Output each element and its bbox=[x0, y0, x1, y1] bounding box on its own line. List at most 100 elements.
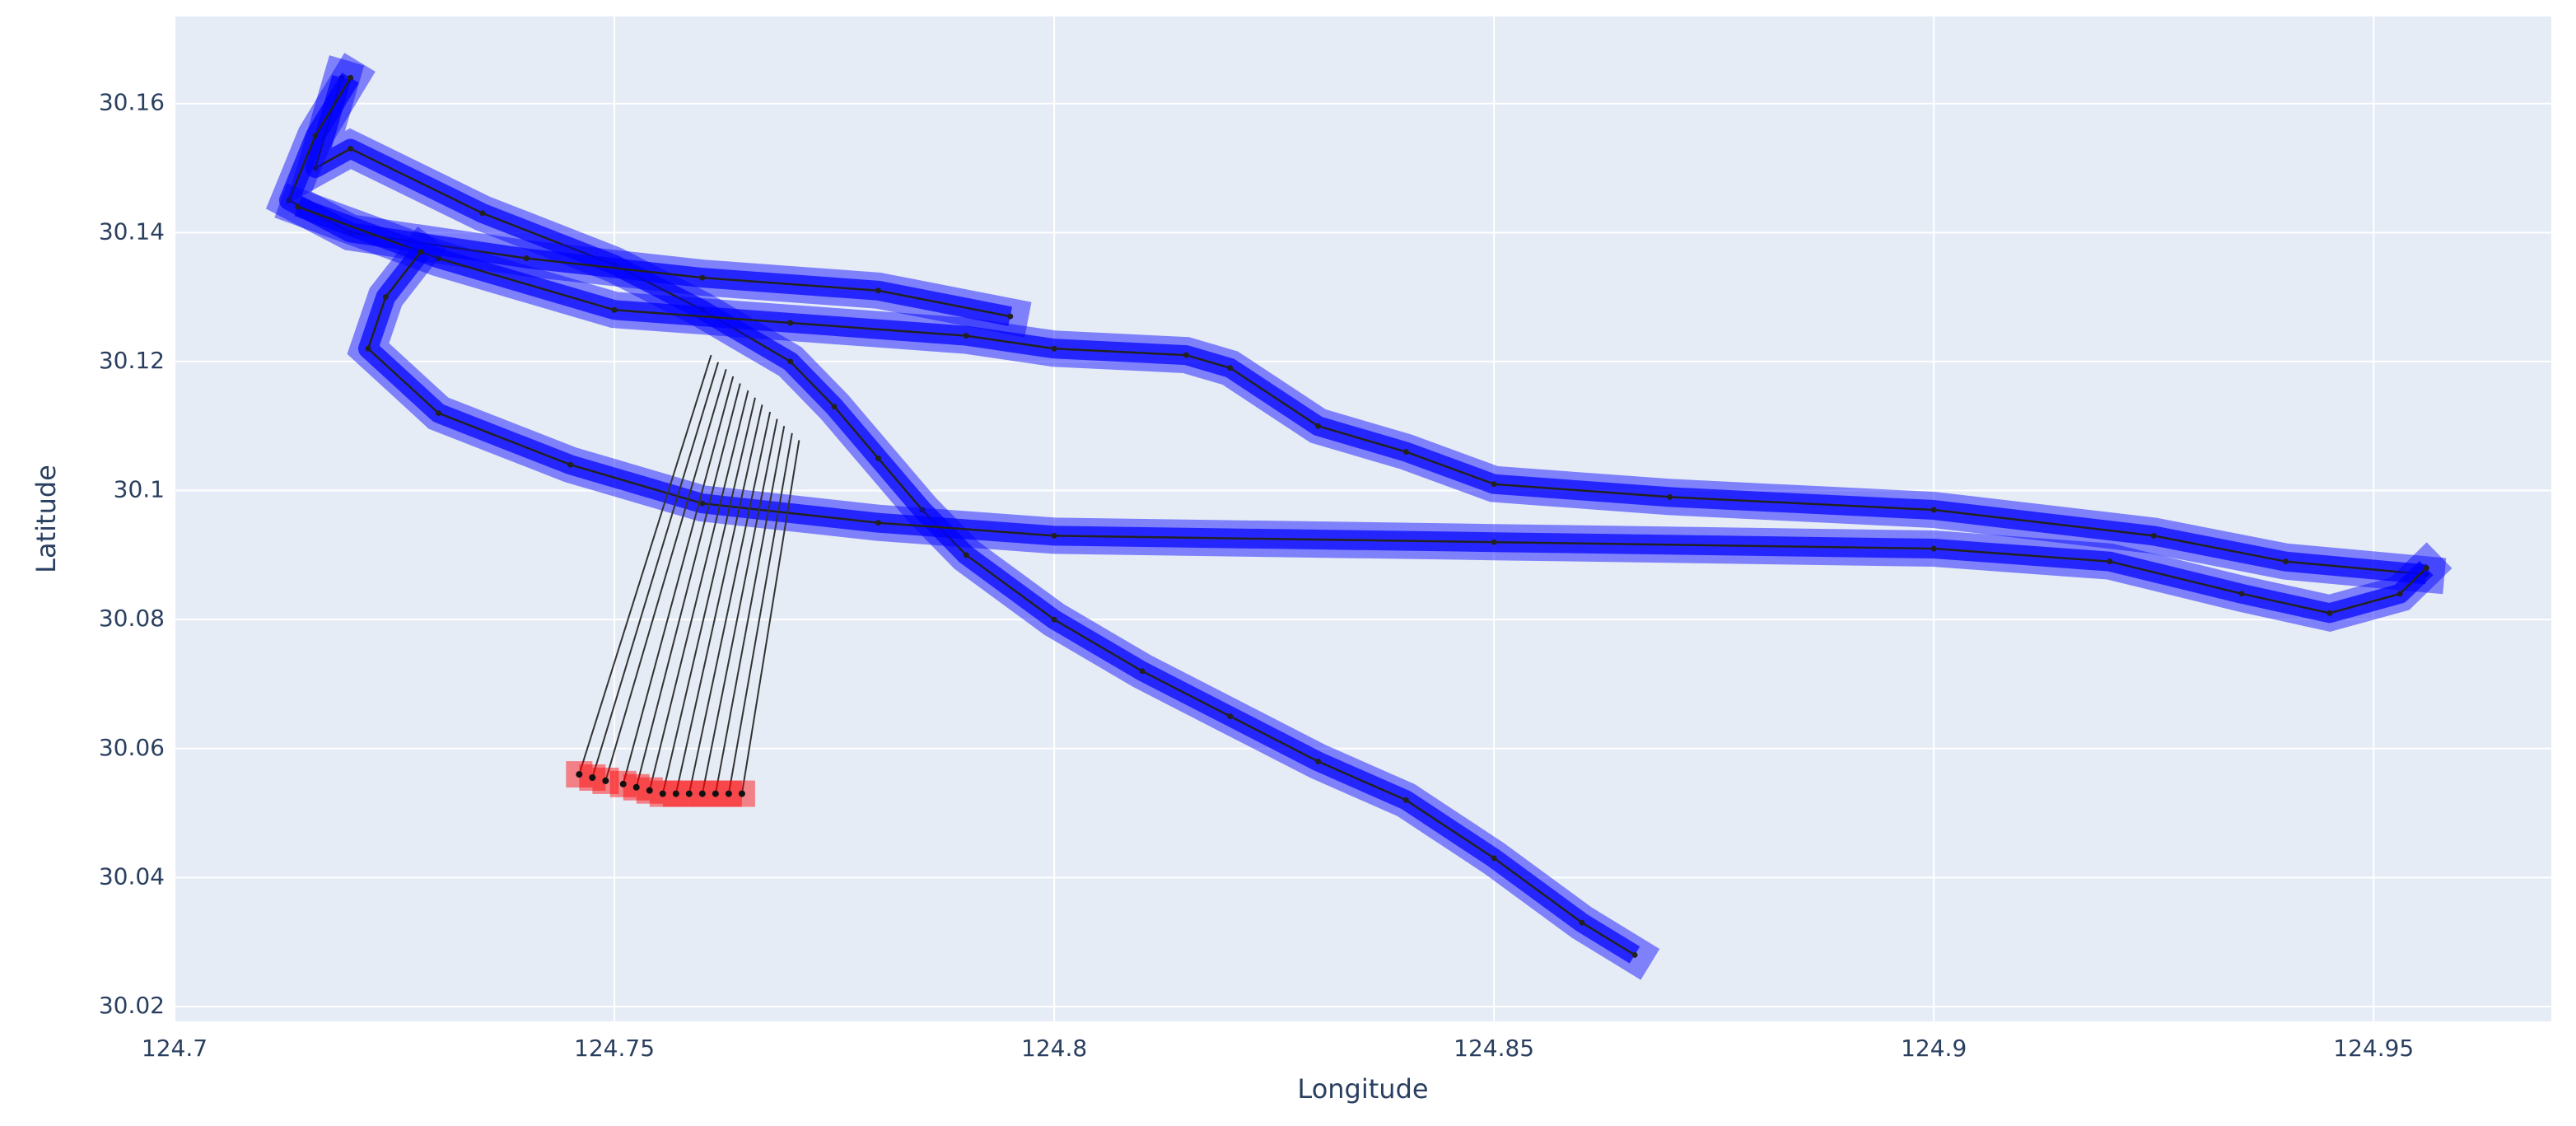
cell-point bbox=[619, 780, 627, 787]
track-point bbox=[2423, 565, 2429, 572]
track-point bbox=[2396, 591, 2403, 597]
x-axis-title: Longitude bbox=[1297, 1073, 1428, 1105]
link-line bbox=[674, 404, 763, 794]
link-line bbox=[648, 390, 749, 791]
track-point bbox=[365, 345, 371, 352]
cell-point bbox=[672, 790, 679, 797]
track-point bbox=[286, 197, 292, 203]
marks bbox=[265, 53, 2452, 980]
track-point bbox=[312, 133, 319, 139]
track-point bbox=[295, 203, 301, 210]
track-point bbox=[831, 404, 838, 410]
track-point bbox=[567, 461, 574, 468]
track-point bbox=[963, 552, 969, 558]
grid bbox=[174, 16, 2551, 1021]
y-tick-label: 30.16 bbox=[99, 89, 165, 116]
cell-point bbox=[685, 790, 693, 797]
track-point bbox=[875, 287, 881, 294]
track-point bbox=[1051, 532, 1057, 539]
track-point bbox=[1315, 758, 1322, 764]
track-point bbox=[875, 455, 881, 461]
x-tick-label: 124.8 bbox=[1021, 1035, 1087, 1062]
y-tick-label: 30.04 bbox=[99, 862, 165, 890]
track-point bbox=[1227, 365, 1234, 371]
labels: 124.7 124.75 124.8 124.85 124.9 124.95 30.02 30… bbox=[99, 89, 2414, 1062]
track-point bbox=[787, 358, 794, 365]
link-line bbox=[688, 411, 772, 794]
link-line bbox=[701, 418, 778, 794]
cell-point bbox=[576, 771, 583, 778]
link-line bbox=[591, 362, 720, 778]
y-axis-title: Latitude bbox=[30, 465, 62, 573]
track-point bbox=[1579, 919, 1585, 926]
track-point bbox=[699, 274, 706, 281]
link-line bbox=[727, 432, 793, 794]
y-tick-label: 30.08 bbox=[99, 605, 165, 632]
y-tick-label: 30.02 bbox=[99, 992, 165, 1019]
track-point bbox=[787, 320, 794, 326]
track-point bbox=[348, 146, 354, 152]
link-line bbox=[578, 354, 712, 775]
y-tick-label: 30.1 bbox=[114, 476, 165, 503]
link-line bbox=[661, 397, 756, 794]
x-tick-label: 124.75 bbox=[574, 1035, 655, 1062]
link-line bbox=[740, 440, 800, 794]
track-point bbox=[312, 165, 319, 171]
link-line bbox=[604, 369, 727, 782]
track-point bbox=[1930, 507, 1937, 513]
track-point bbox=[2282, 558, 2289, 565]
x-tick-label: 124.7 bbox=[142, 1035, 208, 1062]
track-point bbox=[1007, 313, 1014, 320]
track-point bbox=[1051, 345, 1057, 352]
cell-point bbox=[602, 777, 609, 784]
y-tick-label: 30.06 bbox=[99, 734, 165, 761]
track-point bbox=[1315, 423, 1322, 429]
track-point bbox=[1402, 449, 1409, 456]
track-point bbox=[1667, 493, 1673, 500]
track-point bbox=[1183, 352, 1189, 358]
cell-point bbox=[712, 790, 719, 797]
cell-point bbox=[632, 783, 640, 791]
cell-point bbox=[589, 774, 596, 782]
plot-area bbox=[175, 16, 2551, 1021]
track-point bbox=[1491, 539, 1497, 545]
track-point bbox=[382, 294, 389, 301]
track-point bbox=[875, 520, 881, 526]
cell-point bbox=[646, 787, 653, 794]
track-point bbox=[523, 255, 530, 262]
track-point bbox=[2150, 532, 2157, 539]
track-point bbox=[348, 74, 354, 81]
track-point bbox=[435, 410, 441, 417]
y-tick-label: 30.14 bbox=[99, 217, 165, 245]
track-point bbox=[435, 255, 441, 262]
track-point bbox=[1402, 797, 1409, 803]
link-line bbox=[635, 383, 741, 787]
track-point bbox=[1051, 616, 1057, 623]
track-point bbox=[2238, 591, 2245, 597]
track-point bbox=[919, 507, 926, 513]
y-tick-label: 30.12 bbox=[99, 347, 165, 374]
track-line bbox=[297, 205, 2427, 576]
track-point bbox=[699, 500, 706, 507]
track-point bbox=[611, 306, 618, 313]
link-line bbox=[622, 376, 735, 785]
cell-point bbox=[738, 790, 745, 797]
link-line bbox=[714, 426, 786, 794]
x-tick-label: 124.9 bbox=[1901, 1035, 1967, 1062]
track-point bbox=[1491, 855, 1497, 862]
track-point bbox=[1227, 713, 1234, 720]
cell-point bbox=[725, 790, 732, 797]
track-point bbox=[2326, 610, 2333, 616]
track-point bbox=[479, 210, 486, 217]
track-point bbox=[963, 333, 969, 339]
cell-point bbox=[659, 790, 666, 797]
track-point bbox=[2107, 558, 2113, 565]
track-line bbox=[287, 77, 1010, 318]
x-tick-label: 124.95 bbox=[2333, 1035, 2414, 1062]
track-point bbox=[1139, 668, 1146, 675]
track-point bbox=[1930, 545, 1937, 552]
track-point bbox=[1631, 951, 1638, 958]
track-point bbox=[418, 249, 424, 255]
